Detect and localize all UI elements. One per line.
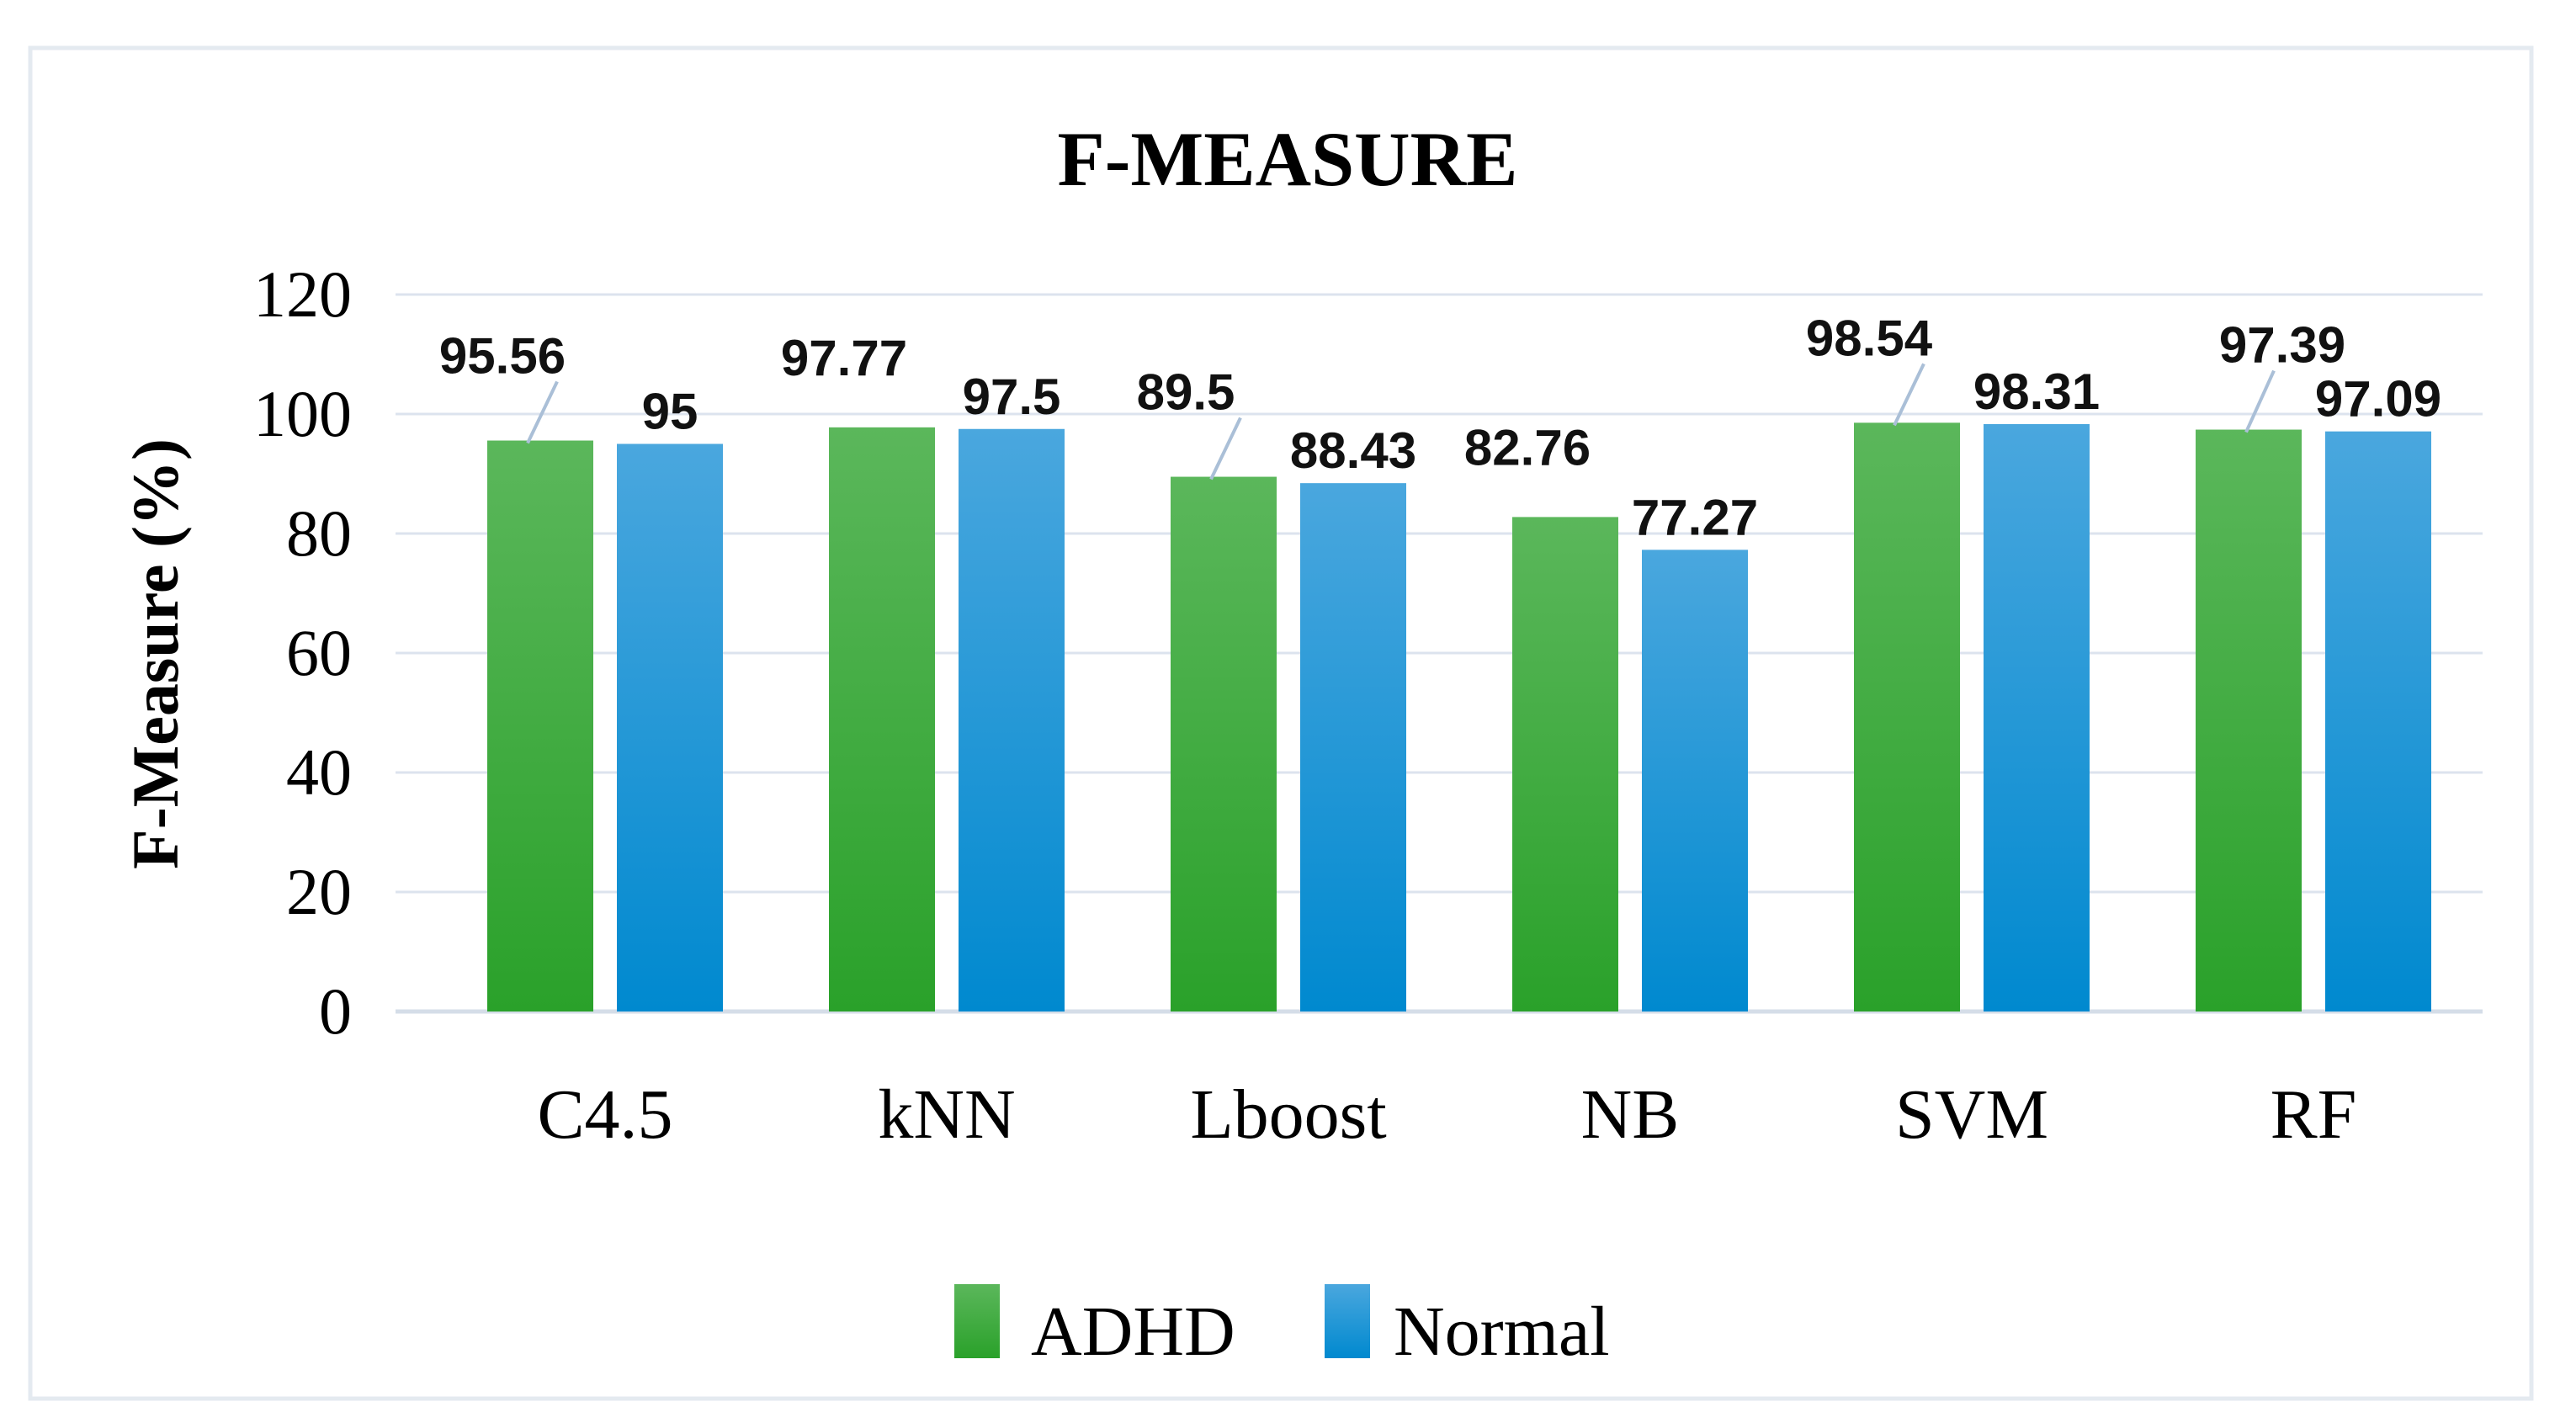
bar-normal-C4.5 <box>617 443 723 1011</box>
bar-adhd-RF <box>2196 429 2302 1011</box>
leader-line-C4.5 <box>526 380 559 444</box>
data-label-adhd-SVM: 98.54 <box>1806 310 1933 366</box>
y-axis-title: F-Measure (%) <box>119 438 192 869</box>
y-tick-40: 40 <box>286 735 352 809</box>
leader-line-SVM <box>1893 363 1925 427</box>
x-label-kNN: kNN <box>878 1075 1015 1154</box>
legend-swatch-normal <box>1325 1284 1370 1358</box>
x-label-NB: NB <box>1581 1075 1680 1154</box>
x-label-Lboost: Lboost <box>1190 1075 1386 1154</box>
legend-swatch-adhd <box>954 1284 1000 1358</box>
data-label-normal-kNN: 97.5 <box>963 369 1061 425</box>
data-label-leader-lines <box>526 363 2276 481</box>
bar-normal-RF <box>2325 431 2431 1011</box>
bar-adhd-kNN <box>829 427 935 1011</box>
y-tick-0: 0 <box>319 974 352 1048</box>
y-tick-80: 80 <box>286 496 352 570</box>
legend-label-adhd: ADHD <box>1031 1293 1235 1371</box>
y-axis-tick-labels: 0 20 40 60 80 100 120 <box>253 258 352 1048</box>
gridlines <box>396 293 2483 1014</box>
data-label-normal-SVM: 98.31 <box>1973 364 2100 420</box>
bar-adhd-NB <box>1512 517 1618 1011</box>
x-axis-category-labels: C4.5 kNN Lboost NB SVM RF <box>537 1075 2356 1154</box>
data-label-adhd-RF: 97.39 <box>2219 317 2345 374</box>
x-label-RF: RF <box>2271 1075 2357 1154</box>
data-label-normal-RF: 97.09 <box>2315 371 2441 427</box>
bar-adhd-C4.5 <box>487 440 593 1011</box>
data-label-normal-Lboost: 88.43 <box>1290 422 1416 479</box>
bars <box>487 422 2431 1012</box>
data-label-normal-C4.5: 95 <box>642 384 698 440</box>
data-labels: 95.56 95 97.77 97.5 89.5 88.43 82.76 77.27 98.54… <box>439 310 2441 545</box>
bar-adhd-SVM <box>1854 422 1960 1012</box>
data-label-adhd-C4.5: 95.56 <box>439 328 566 385</box>
bar-normal-SVM <box>1984 423 2090 1011</box>
chart-title: F-MEASURE <box>1058 116 1518 202</box>
chart-frame <box>28 45 2534 1401</box>
leader-line-RF <box>2244 369 2276 433</box>
x-label-C4.5: C4.5 <box>537 1075 672 1154</box>
legend: ADHD Normal <box>954 1284 1610 1371</box>
data-label-adhd-NB: 82.76 <box>1464 419 1591 475</box>
y-tick-120: 120 <box>253 258 352 331</box>
y-tick-100: 100 <box>253 377 352 450</box>
bar-adhd-Lboost <box>1171 476 1277 1011</box>
y-tick-20: 20 <box>286 855 352 928</box>
bar-normal-NB <box>1642 550 1748 1011</box>
data-label-adhd-kNN: 97.77 <box>781 330 907 386</box>
x-label-SVM: SVM <box>1895 1075 2048 1154</box>
data-label-adhd-Lboost: 89.5 <box>1137 364 1235 421</box>
data-label-normal-NB: 77.27 <box>1632 489 1758 545</box>
y-tick-60: 60 <box>286 616 352 689</box>
bar-normal-Lboost <box>1300 483 1406 1011</box>
leader-line-Lboost <box>1209 417 1242 481</box>
bar-normal-kNN <box>959 428 1065 1011</box>
legend-label-normal: Normal <box>1394 1293 1610 1371</box>
